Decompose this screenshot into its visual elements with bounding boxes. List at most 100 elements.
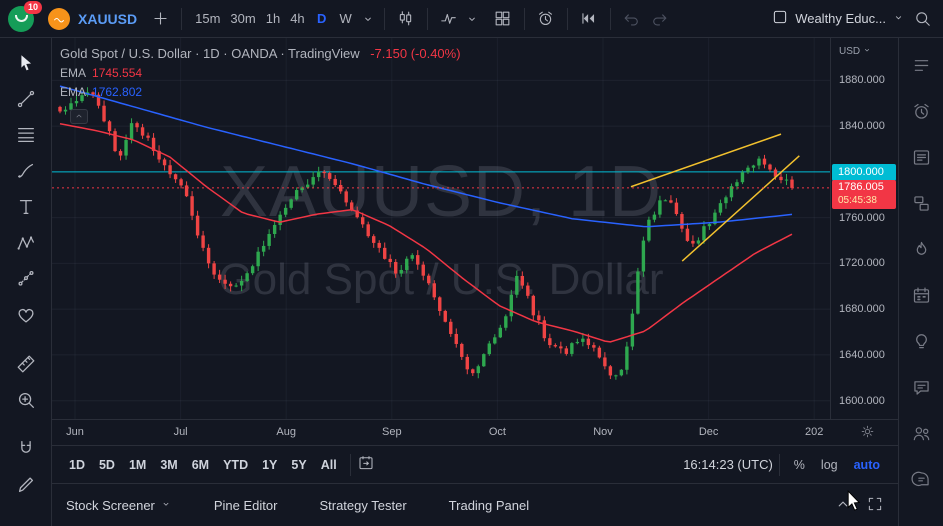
help-panel[interactable] <box>903 461 939 501</box>
symbol-button[interactable]: XAUUSD <box>74 11 145 27</box>
axis-currency-toggle[interactable]: USD <box>839 45 872 58</box>
bar-replay-button[interactable] <box>576 6 602 32</box>
helpchat-icon <box>911 469 932 493</box>
range-3M[interactable]: 3M <box>153 453 184 477</box>
trend-line-0 <box>630 133 782 188</box>
scale-log[interactable]: log <box>813 458 846 472</box>
scale-percent[interactable]: % <box>786 458 813 472</box>
trendline-icon <box>15 88 37 113</box>
ideas-panel[interactable] <box>903 323 939 363</box>
tab-trading-panel[interactable]: Trading Panel <box>448 497 530 513</box>
range-YTD[interactable]: YTD <box>216 453 255 477</box>
tab-strategy-tester[interactable]: Strategy Tester <box>319 497 407 513</box>
bottom-panel-bar: Stock Screener Pine Editor Strategy Tester… <box>52 483 898 526</box>
indicator-legend-row[interactable]: EMA 1745.554 <box>60 66 143 80</box>
range-1Y[interactable]: 1Y <box>255 453 284 477</box>
layout-select-button[interactable]: Wealthy Educ... <box>771 8 905 29</box>
xabcd-pattern-tool[interactable] <box>7 227 45 261</box>
zoom-in-tool[interactable] <box>7 384 45 418</box>
chart-plot-area[interactable]: XAUUSD, 1D Gold Spot / U.S. Dollar Gold … <box>52 38 830 419</box>
price-axis-tick: 1640.000 <box>839 348 885 361</box>
indicators-dropdown-button[interactable] <box>464 6 480 32</box>
open-panel-button[interactable] <box>834 495 852 516</box>
alerts-panel[interactable] <box>903 93 939 133</box>
right-panel-sidebar <box>898 38 943 526</box>
axis-currency-label: USD <box>839 46 861 57</box>
grid-layout-button[interactable] <box>490 6 516 32</box>
price-axis-tick: 1880.000 <box>839 74 885 87</box>
cursor-tool[interactable] <box>7 47 45 81</box>
watchlist-icon <box>911 55 932 79</box>
calendar-panel[interactable] <box>903 277 939 317</box>
data-window-panel[interactable] <box>903 185 939 225</box>
hotlists-panel[interactable] <box>903 231 939 271</box>
trend-line-tool[interactable] <box>7 83 45 117</box>
range-1M[interactable]: 1M <box>122 453 153 477</box>
legend-title[interactable]: Gold Spot / U.S. Dollar · 1D · OANDA · T… <box>60 46 360 61</box>
brush-tool[interactable] <box>7 155 45 189</box>
expand-icon <box>866 495 884 516</box>
tab-pine-editor[interactable]: Pine Editor <box>213 497 278 513</box>
tab-stock-screener[interactable]: Stock Screener <box>66 498 172 513</box>
price-axis[interactable]: USD 1800.000 1786.005 05:45:38 1880.000 1… <box>830 38 898 419</box>
time-axis-label: 202 <box>805 426 824 438</box>
text-icon <box>15 196 37 221</box>
gold-symbol-icon <box>48 7 70 30</box>
chevron-down-icon <box>465 12 479 26</box>
redo-icon <box>650 9 669 28</box>
range-5Y[interactable]: 5Y <box>284 453 313 477</box>
chevron-up-icon <box>74 109 84 124</box>
indicators-button[interactable] <box>436 6 462 32</box>
clock-utc[interactable]: 16:14:23 (UTC) <box>683 457 773 472</box>
magnet-icon <box>15 438 37 463</box>
time-axis[interactable]: Jun Jul Aug Sep Oct Nov Dec 202 <box>52 419 898 445</box>
timeframe-W[interactable]: W <box>334 6 358 32</box>
brush-icon <box>15 160 37 185</box>
candlestick-chart[interactable] <box>52 38 830 419</box>
maximize-panel-button[interactable] <box>866 495 884 516</box>
draw-tool[interactable] <box>7 469 45 503</box>
toolbar-divider <box>609 7 611 30</box>
magnet-tool[interactable] <box>7 433 45 467</box>
chat-panel[interactable] <box>903 369 939 409</box>
account-logo[interactable]: 10 <box>8 0 42 34</box>
indicator-legend-row[interactable]: EMA 1762.802 <box>60 85 143 99</box>
timeframe-30m[interactable]: 30m <box>225 6 260 32</box>
prediction-tool[interactable] <box>7 263 45 297</box>
bar-countdown: 05:45:38 <box>838 194 877 206</box>
gear-icon <box>859 425 876 443</box>
timeframe-dropdown-button[interactable] <box>360 6 376 32</box>
chart-style-button[interactable] <box>393 6 419 32</box>
news-panel[interactable] <box>903 139 939 179</box>
range-1D[interactable]: 1D <box>62 453 92 477</box>
timeframe-1h[interactable]: 1h <box>261 6 285 32</box>
timeframe-D[interactable]: D <box>310 6 334 32</box>
grid-layout-icon <box>493 9 512 28</box>
go-to-date-button[interactable] <box>357 454 375 475</box>
timeframe-15m[interactable]: 15m <box>190 6 225 32</box>
range-5D[interactable]: 5D <box>92 453 122 477</box>
chevron-down-icon <box>160 498 172 513</box>
chevron-down-icon <box>862 45 872 58</box>
toolbar-divider <box>383 7 385 30</box>
alert-button[interactable] <box>533 6 559 32</box>
range-All[interactable]: All <box>314 453 344 477</box>
text-tool[interactable] <box>7 191 45 225</box>
measure-tool[interactable] <box>7 348 45 382</box>
watchlist-panel[interactable] <box>903 47 939 87</box>
search-button[interactable] <box>909 6 935 32</box>
collapse-legend-button[interactable] <box>70 109 88 124</box>
time-axis-label: Dec <box>698 426 719 438</box>
community-panel[interactable] <box>903 415 939 455</box>
compare-add-symbol-button[interactable] <box>147 6 173 32</box>
undo-button[interactable] <box>619 6 645 32</box>
chart-settings-button[interactable] <box>859 423 876 443</box>
scale-auto[interactable]: auto <box>846 458 888 472</box>
fib-retracement-tool[interactable] <box>7 119 45 153</box>
range-6M[interactable]: 6M <box>185 453 216 477</box>
ema-slow-line <box>59 85 793 228</box>
timeframe-4h[interactable]: 4h <box>285 6 309 32</box>
emoji-tool[interactable] <box>7 299 45 333</box>
redo-button[interactable] <box>647 6 673 32</box>
